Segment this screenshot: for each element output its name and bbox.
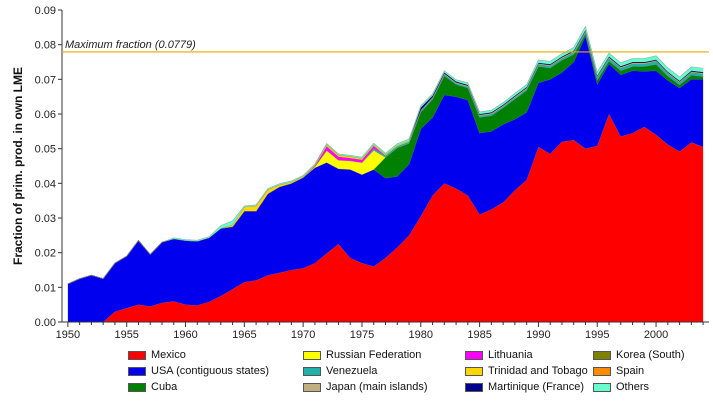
legend-label: Korea (South) <box>616 349 685 361</box>
y-tick-label: 0.00 <box>35 317 56 329</box>
x-tick-label: 1955 <box>114 329 138 341</box>
legend-swatch <box>465 382 483 392</box>
legend-swatch <box>465 350 483 360</box>
area-mexico <box>67 114 704 322</box>
legend-item-mexico: Mexico <box>128 348 186 362</box>
y-tick-label: 0.01 <box>35 282 56 294</box>
x-tick-label: 1985 <box>467 329 491 341</box>
legend-label: Lithuania <box>488 349 533 361</box>
y-tick-label: 0.07 <box>35 74 56 86</box>
legend-swatch <box>593 382 611 392</box>
x-tick-label: 1995 <box>585 329 609 341</box>
legend-item-trinidad-and-tobago: Trinidad and Tobago <box>465 364 588 378</box>
legend-swatch <box>303 366 321 376</box>
y-tick-label: 0.06 <box>35 109 56 121</box>
legend-swatch <box>465 366 483 376</box>
y-tick-label: 0.05 <box>35 144 56 156</box>
legend-label: Japan (main islands) <box>326 381 428 393</box>
legend-swatch <box>303 350 321 360</box>
legend-item-spain: Spain <box>593 364 644 378</box>
legend-label: Cuba <box>151 381 178 393</box>
legend: Mexico Russian Federation Lithuania Korea (… <box>128 348 688 400</box>
legend-item-korea-south: Korea (South) <box>593 348 684 362</box>
x-tick-label: 1975 <box>350 329 374 341</box>
max-fraction-label: Maximum fraction (0.0779) <box>65 39 196 51</box>
x-tick-label: 1970 <box>291 329 315 341</box>
legend-item-japan-main-islands: Japan (main islands) <box>303 380 428 394</box>
legend-swatch <box>593 350 611 360</box>
legend-label: Trinidad and Tobago <box>488 365 588 377</box>
x-tick-label: 2000 <box>644 329 668 341</box>
legend-swatch <box>303 382 321 392</box>
max-fraction-reference: Maximum fraction (0.0779) <box>62 39 709 53</box>
y-tick-label: 0.02 <box>35 248 56 260</box>
y-tick-label: 0.08 <box>35 40 56 52</box>
legend-label: Spain <box>616 365 645 377</box>
legend-label: USA (contiguous states) <box>151 365 270 377</box>
legend-swatch <box>593 366 611 376</box>
x-tick-label: 1990 <box>526 329 550 341</box>
x-ticks: 1950 1955 1960 1965 1970 1975 1980 1985 1990 1995… <box>56 322 704 341</box>
legend-item-russian-federation: Russian Federation <box>303 348 421 362</box>
area-edge-others <box>67 25 704 285</box>
legend-item-cuba: Cuba <box>128 380 177 394</box>
y-tick-label: 0.04 <box>35 178 56 190</box>
legend-label: Russian Federation <box>326 349 422 361</box>
area-usa-contiguous-states <box>67 36 704 322</box>
legend-label: Venezuela <box>326 365 378 377</box>
legend-label: Martinique (France) <box>488 381 584 393</box>
stacked-areas <box>67 25 704 323</box>
legend-label: Others <box>616 381 650 393</box>
legend-swatch <box>128 350 146 360</box>
legend-item-others: Others <box>593 380 649 394</box>
legend-item-lithuania: Lithuania <box>465 348 533 362</box>
y-tick-label: 0.09 <box>35 5 56 17</box>
legend-label: Mexico <box>151 349 186 361</box>
area-cuba <box>67 33 704 284</box>
x-tick-label: 1950 <box>56 329 80 341</box>
y-ticks: 0.00 0.01 0.02 0.03 0.04 0.05 0.06 0.07 0.08 0.09 <box>35 5 62 329</box>
legend-item-usa-contiguous-states: USA (contiguous states) <box>128 364 269 378</box>
y-tick-label: 0.03 <box>35 213 56 225</box>
legend-item-martinique-france: Martinique (France) <box>465 380 584 394</box>
legend-item-venezuela: Venezuela <box>303 364 377 378</box>
x-tick-label: 1960 <box>173 329 197 341</box>
legend-swatch <box>128 366 146 376</box>
legend-swatch <box>128 382 146 392</box>
y-axis-title: Fraction of prim. prod. in own LME <box>11 67 25 265</box>
x-tick-label: 1980 <box>409 329 433 341</box>
x-tick-label: 1965 <box>232 329 256 341</box>
